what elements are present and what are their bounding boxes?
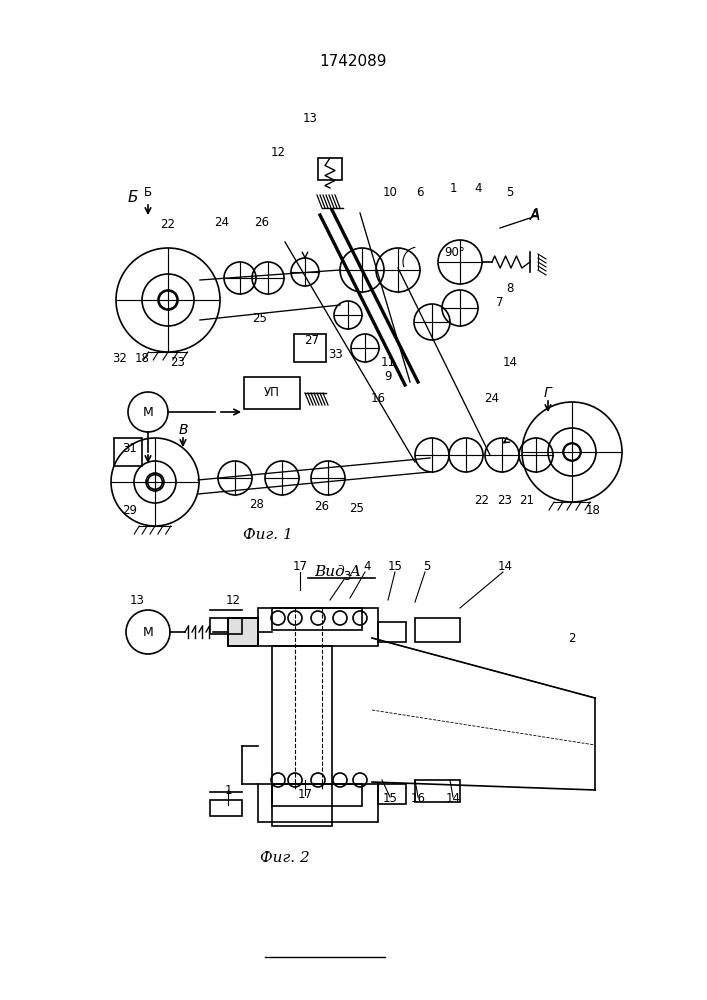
Text: 9: 9	[384, 370, 392, 383]
Text: 13: 13	[303, 111, 317, 124]
Bar	[258, 784, 378, 822]
Text: 3: 3	[344, 570, 351, 584]
Text: 25: 25	[349, 502, 364, 516]
Text: 6: 6	[416, 186, 423, 200]
Text: 16: 16	[411, 792, 426, 804]
Text: 14: 14	[498, 560, 513, 574]
Text: 16: 16	[370, 391, 385, 404]
Text: 24: 24	[214, 216, 230, 229]
Text: 4: 4	[474, 182, 481, 194]
Text: 7: 7	[496, 296, 504, 308]
Text: 31: 31	[122, 442, 137, 454]
Bar	[294, 334, 326, 362]
Text: 17: 17	[298, 788, 312, 802]
Bar	[258, 608, 378, 646]
Bar	[210, 800, 242, 816]
Text: 26: 26	[255, 216, 269, 229]
Text: 10: 10	[382, 186, 397, 200]
Text: 8: 8	[506, 282, 514, 294]
Text: 23: 23	[498, 493, 513, 506]
Text: 14: 14	[445, 792, 460, 804]
Bar	[210, 618, 242, 634]
Text: 11: 11	[380, 356, 395, 368]
Text: УП: УП	[264, 386, 280, 399]
Bar	[415, 780, 460, 802]
Text: 22: 22	[474, 493, 489, 506]
Text: 17: 17	[293, 560, 308, 574]
Bar	[114, 438, 142, 466]
Text: Б: Б	[144, 186, 152, 198]
Text: 13: 13	[129, 593, 144, 606]
Text: 14: 14	[503, 356, 518, 368]
Bar	[228, 618, 258, 646]
Text: 32: 32	[112, 352, 127, 364]
Text: 21: 21	[520, 493, 534, 506]
Text: Вид А: Вид А	[315, 565, 361, 579]
Text: 12: 12	[226, 593, 240, 606]
Text: 1: 1	[449, 182, 457, 194]
Text: 4: 4	[363, 560, 370, 574]
Text: 27: 27	[305, 334, 320, 347]
Text: Фиг. 2: Фиг. 2	[260, 851, 310, 865]
Text: 22: 22	[160, 218, 175, 231]
Text: 24: 24	[484, 391, 500, 404]
Text: 33: 33	[329, 349, 344, 361]
Text: 18: 18	[134, 352, 149, 364]
Text: М: М	[143, 626, 153, 639]
Text: Фиг. 1: Фиг. 1	[243, 528, 293, 542]
Bar	[272, 784, 362, 806]
Bar	[415, 618, 460, 642]
Text: 15: 15	[382, 792, 397, 804]
Text: 1742089: 1742089	[320, 54, 387, 70]
Text: А: А	[530, 208, 540, 223]
Text: М: М	[143, 406, 153, 418]
Text: 12: 12	[271, 145, 286, 158]
Bar	[272, 646, 332, 826]
Text: 5: 5	[506, 186, 514, 200]
Text: 5: 5	[423, 560, 431, 574]
Bar	[272, 608, 362, 630]
Text: 23: 23	[170, 356, 185, 368]
Text: 29: 29	[122, 504, 137, 516]
Text: 25: 25	[252, 312, 267, 324]
Text: 26: 26	[315, 500, 329, 514]
Text: 15: 15	[387, 560, 402, 574]
Text: 2: 2	[568, 632, 575, 645]
Bar	[244, 377, 300, 409]
Text: Б: Б	[128, 190, 139, 206]
Bar	[378, 784, 406, 804]
Text: 1: 1	[224, 784, 232, 796]
Bar	[318, 158, 342, 180]
Bar	[378, 622, 406, 642]
Text: 90°: 90°	[445, 245, 465, 258]
Text: В: В	[178, 423, 188, 437]
Text: Г: Г	[544, 386, 552, 400]
Text: А: А	[531, 209, 539, 222]
Bar	[228, 618, 258, 646]
Text: 28: 28	[250, 497, 264, 510]
Text: 18: 18	[585, 504, 600, 516]
